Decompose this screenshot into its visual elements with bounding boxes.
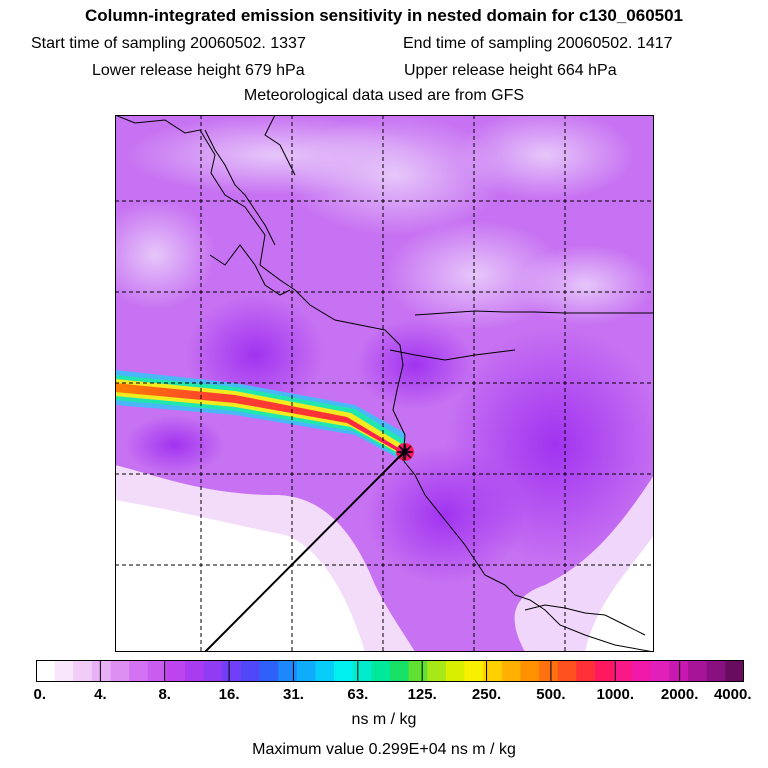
colorbar-cell — [371, 660, 391, 682]
colorbar-tick-label: 1000. — [596, 686, 635, 703]
border-line — [389, 349, 516, 361]
colorbar-tick-label: 16. — [218, 686, 240, 703]
colorbar-tick-label: 125. — [407, 686, 437, 703]
colorbar-cells — [36, 660, 744, 682]
colorbar-cell — [259, 660, 279, 682]
plume-core — [115, 383, 399, 452]
low-sensitivity-region — [585, 535, 654, 652]
lat-lon-grid — [115, 115, 654, 652]
emission-sensitivity-map — [115, 115, 654, 652]
coastline-gulf — [209, 244, 291, 296]
colorbar-cell — [501, 660, 522, 682]
colorbar-cell — [129, 660, 149, 682]
start-time-label: Start time of sampling 20060502. 1337 — [31, 35, 306, 52]
coastline-peninsula — [204, 129, 276, 246]
colorbar-cell — [427, 660, 447, 682]
colorbar-cell — [445, 660, 466, 682]
receptor-star — [397, 444, 413, 460]
colorbar-cell — [185, 660, 205, 682]
colorbar-cell — [725, 660, 744, 682]
coastline — [115, 115, 654, 652]
colorbar-cell — [54, 660, 74, 682]
colorbar-cell — [147, 660, 168, 682]
coastline-south — [524, 604, 646, 636]
colorbar-cell — [594, 660, 615, 682]
colorbar-cell — [688, 660, 708, 682]
colorbar-tick-label: 4000. — [713, 686, 752, 703]
colorbar-tick-label: 4. — [94, 686, 107, 703]
colorbar-cell — [650, 660, 671, 682]
sensitivity-patch — [125, 415, 225, 475]
sensitivity-patch — [355, 320, 475, 410]
sensitivity-patch — [385, 220, 565, 330]
colorbar-cell — [36, 660, 56, 682]
colorbar-cell — [315, 660, 335, 682]
colorbar-tick-label: 31. — [283, 686, 304, 703]
colorbar-cell — [632, 660, 652, 682]
release-heights-row: Lower release height 679 hPa Upper relea… — [0, 60, 768, 82]
sensitivity-patch — [515, 245, 654, 325]
colorbar-cell — [576, 660, 596, 682]
colorbar-tick-label: 0. — [33, 686, 47, 703]
colorbar-cell — [464, 660, 484, 682]
colorbar-cell — [539, 660, 559, 682]
colorbar-cell — [203, 660, 223, 682]
colorbar-cell — [278, 660, 298, 682]
colorbar-tick-label: 250. — [471, 686, 502, 703]
sampling-times-row: Start time of sampling 20060502. 1337 En… — [0, 33, 768, 55]
colorbar-cell — [408, 660, 428, 682]
map-frame — [115, 115, 654, 652]
colorbar-cell — [352, 660, 372, 682]
colorbar-cell — [669, 660, 689, 682]
colorbar-cell — [73, 660, 93, 682]
colorbar-cell — [613, 660, 633, 682]
upper-release-height-label: Upper release height 664 hPa — [404, 62, 617, 79]
colorbar-cell — [483, 660, 503, 682]
low-sensitivity-region — [115, 500, 365, 652]
colorbar-tick-label: 500. — [536, 686, 566, 703]
colorbar-cell — [110, 660, 130, 682]
colorbar-separators — [99, 660, 681, 682]
maximum-value-label: Maximum value 0.299E+04 ns m / kg — [252, 741, 516, 758]
lower-release-height-label: Lower release height 679 hPa — [92, 62, 305, 79]
colorbar — [36, 660, 744, 682]
map-title: Column-integrated emission sensitivity i… — [84, 6, 684, 25]
colorbar-units: ns m / kg — [351, 711, 417, 728]
colorbar-cell — [222, 660, 242, 682]
colorbar-tick-label: 8. — [158, 686, 171, 703]
colorbar-cell — [706, 660, 726, 682]
colorbar-cell — [557, 660, 577, 682]
flight-track-line — [204, 448, 408, 652]
colorbar-cell — [240, 660, 261, 682]
colorbar-cell — [334, 660, 354, 682]
colorbar-tick-label: 2000. — [660, 686, 699, 703]
end-time-label: End time of sampling 20060502. 1417 — [403, 35, 673, 52]
sensitivity-patch — [365, 445, 525, 585]
colorbar-tick-label: 63. — [347, 686, 369, 703]
colorbar-cell — [166, 660, 186, 682]
colorbar-frame — [36, 660, 744, 682]
coastline-inlet — [264, 115, 296, 176]
colorbar-cell — [390, 660, 410, 682]
colorbar-cell — [520, 660, 540, 682]
sensitivity-patch — [285, 115, 505, 235]
sensitivity-patch — [455, 115, 635, 200]
colorbar-cell — [296, 660, 317, 682]
colorbar-cell — [91, 660, 112, 682]
met-data-label: Meteorological data used are from GFS — [243, 87, 525, 104]
sensitivity-patch — [115, 200, 215, 310]
